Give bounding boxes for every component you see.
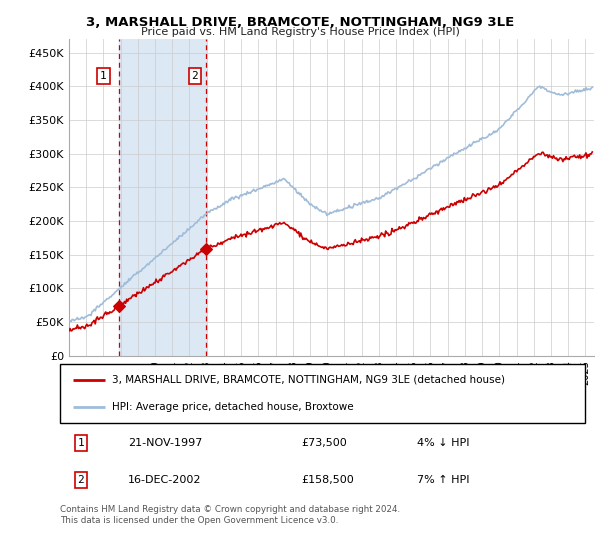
- Text: £158,500: £158,500: [302, 475, 354, 485]
- Text: 21-NOV-1997: 21-NOV-1997: [128, 438, 203, 448]
- Text: 3, MARSHALL DRIVE, BRAMCOTE, NOTTINGHAM, NG9 3LE (detached house): 3, MARSHALL DRIVE, BRAMCOTE, NOTTINGHAM,…: [113, 375, 505, 385]
- Point: [114, 302, 124, 311]
- Text: 16-DEC-2002: 16-DEC-2002: [128, 475, 202, 485]
- Point: [201, 244, 211, 253]
- Text: Price paid vs. HM Land Registry's House Price Index (HPI): Price paid vs. HM Land Registry's House …: [140, 27, 460, 37]
- Text: 4% ↓ HPI: 4% ↓ HPI: [417, 438, 470, 448]
- Text: 3, MARSHALL DRIVE, BRAMCOTE, NOTTINGHAM, NG9 3LE: 3, MARSHALL DRIVE, BRAMCOTE, NOTTINGHAM,…: [86, 16, 514, 29]
- Text: 1: 1: [77, 438, 85, 448]
- Text: 7% ↑ HPI: 7% ↑ HPI: [417, 475, 470, 485]
- Text: 2: 2: [77, 475, 85, 485]
- Text: 2: 2: [191, 71, 198, 81]
- Text: 1: 1: [100, 71, 107, 81]
- Text: £73,500: £73,500: [302, 438, 347, 448]
- Text: HPI: Average price, detached house, Broxtowe: HPI: Average price, detached house, Brox…: [113, 402, 354, 412]
- FancyBboxPatch shape: [60, 364, 585, 423]
- Text: Contains HM Land Registry data © Crown copyright and database right 2024.
This d: Contains HM Land Registry data © Crown c…: [60, 505, 400, 525]
- Bar: [119, 39, 206, 356]
